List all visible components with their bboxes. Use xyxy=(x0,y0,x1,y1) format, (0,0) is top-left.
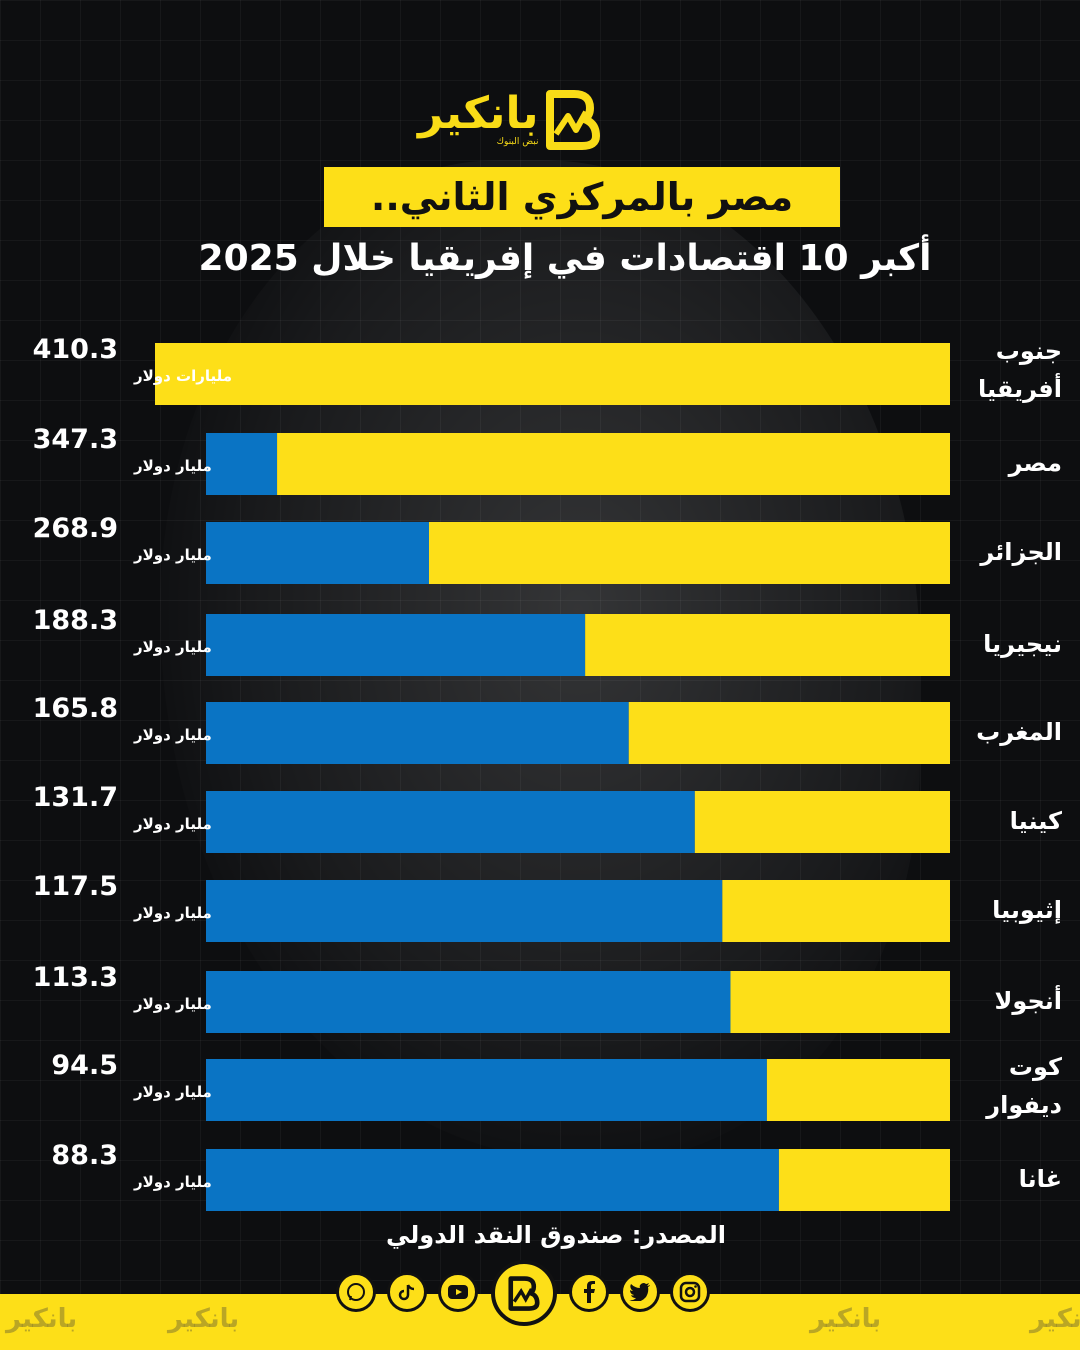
bar xyxy=(155,343,950,405)
unit-label: مليار دولار xyxy=(133,1083,212,1101)
value-label: 268.9 xyxy=(33,513,118,544)
bar-remainder xyxy=(206,880,723,942)
source-note: المصدر: صندوق النقد الدولي xyxy=(385,1221,727,1249)
unit-label: مليار دولار xyxy=(133,457,212,475)
twitter-icon[interactable] xyxy=(620,1272,660,1312)
bar-remainder xyxy=(206,1149,779,1211)
unit-label: مليار دولار xyxy=(133,1173,212,1191)
category-label: غانا xyxy=(1019,1165,1062,1193)
category-label: المغرب xyxy=(976,718,1062,746)
bar-remainder xyxy=(206,971,731,1033)
bar-remainder xyxy=(206,791,695,853)
category-label: الجزائر xyxy=(979,538,1062,566)
category-label: ديفوار xyxy=(985,1091,1062,1119)
unit-label: مليار دولار xyxy=(133,904,212,922)
bar-remainder xyxy=(206,614,586,676)
bar-remainder xyxy=(206,433,278,495)
bar-remainder xyxy=(206,702,629,764)
unit-label: مليار دولار xyxy=(133,546,212,564)
bar xyxy=(778,1149,950,1211)
unit-label: مليار دولار xyxy=(133,638,212,656)
value-label: 188.3 xyxy=(33,605,118,636)
unit-label: مليارات دولار xyxy=(133,367,232,385)
brand-name: بانكير xyxy=(418,88,539,139)
band-watermark: بانكير xyxy=(1030,1304,1080,1334)
category-label: جنوب xyxy=(996,337,1062,365)
bar xyxy=(766,1059,950,1121)
category-label: نيجيريا xyxy=(983,630,1062,658)
bar xyxy=(722,880,950,942)
category-label: كوت xyxy=(1009,1053,1062,1081)
bar xyxy=(585,614,950,676)
value-label: 94.5 xyxy=(51,1050,118,1081)
unit-label: مليار دولار xyxy=(133,815,212,833)
bar xyxy=(277,433,950,495)
brand-tagline: نبض البنوك xyxy=(496,137,539,147)
value-label: 88.3 xyxy=(51,1140,118,1171)
value-label: 165.8 xyxy=(33,693,118,724)
category-label: إثيوبيا xyxy=(992,896,1062,924)
value-label: 410.3 xyxy=(33,334,118,365)
unit-label: مليار دولار xyxy=(133,726,212,744)
youtube-icon[interactable] xyxy=(438,1272,478,1312)
value-label: 347.3 xyxy=(33,424,118,455)
value-label: 113.3 xyxy=(33,962,118,993)
category-label: كينيا xyxy=(1010,807,1062,835)
category-label: مصر xyxy=(1008,449,1062,477)
instagram-icon[interactable] xyxy=(670,1272,710,1312)
brand-logo-icon[interactable] xyxy=(491,1260,557,1326)
page-title: مصر بالمركزي الثاني.. xyxy=(370,175,794,219)
band-watermark: بانكير xyxy=(6,1304,78,1334)
bar xyxy=(428,522,951,584)
unit-label: مليار دولار xyxy=(133,995,212,1013)
tiktok-icon[interactable] xyxy=(387,1272,427,1312)
band-watermark: بانكير xyxy=(810,1304,882,1334)
category-label: أفريقيا xyxy=(978,373,1062,403)
band-watermark: بانكير xyxy=(168,1304,240,1334)
whatsapp-icon[interactable] xyxy=(336,1272,376,1312)
value-label: 117.5 xyxy=(33,871,118,902)
category-label: أنجولا xyxy=(995,985,1062,1015)
bar-remainder xyxy=(206,522,429,584)
title-banner: مصر بالمركزي الثاني.. xyxy=(324,167,840,227)
brand-logo: بانكير نبض البنوك xyxy=(418,84,628,154)
bar xyxy=(694,791,950,853)
bar xyxy=(628,702,950,764)
bar xyxy=(730,971,950,1033)
brand-logo-icon xyxy=(546,90,601,150)
facebook-icon[interactable] xyxy=(569,1272,609,1312)
bar-remainder xyxy=(206,1059,767,1121)
page-subtitle: أكبر 10 اقتصادات في إفريقيا خلال 2025 xyxy=(198,238,932,279)
value-label: 131.7 xyxy=(33,782,118,813)
